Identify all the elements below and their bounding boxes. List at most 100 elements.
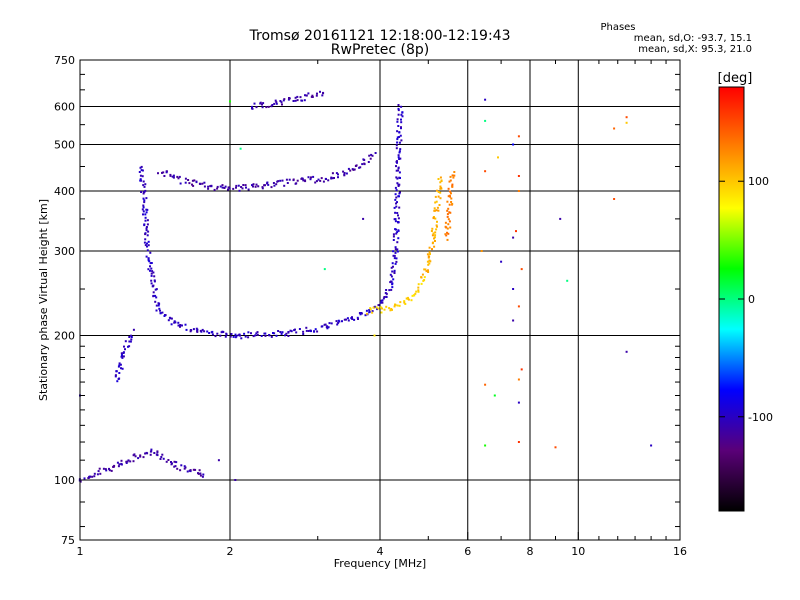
colorbar-ticks: 100 0 -100 bbox=[719, 175, 773, 424]
data-point bbox=[353, 168, 356, 171]
data-point bbox=[176, 467, 179, 470]
data-point bbox=[512, 319, 515, 322]
data-point bbox=[244, 184, 247, 187]
data-point bbox=[180, 464, 183, 467]
data-point bbox=[198, 469, 201, 472]
data-point bbox=[390, 266, 393, 269]
data-point bbox=[177, 321, 180, 324]
data-point bbox=[435, 228, 438, 231]
data-point bbox=[196, 328, 199, 331]
phases-o-line: mean, sd,O: -93.7, 15.1 bbox=[633, 33, 752, 44]
x-axis-ticks: 1 2 4 6 8 10 16 bbox=[77, 60, 687, 558]
data-point bbox=[437, 209, 440, 212]
data-point bbox=[171, 175, 174, 178]
data-point bbox=[436, 206, 439, 209]
data-point bbox=[161, 171, 163, 174]
data-point bbox=[452, 176, 455, 179]
chart-title: Tromsø 20161121 12:18:00-12:19:43 bbox=[249, 28, 511, 44]
data-point bbox=[157, 172, 159, 175]
data-point bbox=[142, 213, 144, 216]
data-point bbox=[431, 234, 434, 237]
data-point bbox=[139, 455, 142, 458]
data-point bbox=[188, 469, 191, 472]
data-point bbox=[273, 332, 276, 335]
data-point bbox=[307, 330, 310, 332]
phases-heading: Phases bbox=[600, 22, 636, 33]
x-axis-label: Frequency [MHz] bbox=[334, 557, 426, 570]
chart-subtitle: RwPretec (8p) bbox=[330, 42, 430, 58]
data-point bbox=[186, 470, 189, 473]
data-point bbox=[150, 262, 153, 264]
data-point bbox=[392, 265, 394, 268]
data-point bbox=[301, 99, 304, 102]
data-point bbox=[296, 95, 299, 98]
data-point bbox=[403, 301, 406, 304]
data-point bbox=[369, 307, 372, 310]
data-point bbox=[173, 465, 176, 468]
data-point bbox=[147, 258, 150, 260]
data-point bbox=[394, 211, 397, 214]
data-point bbox=[313, 330, 315, 333]
data-point bbox=[270, 335, 273, 338]
data-point bbox=[397, 156, 400, 159]
data-point bbox=[447, 195, 450, 198]
data-point bbox=[281, 331, 284, 334]
data-point bbox=[393, 206, 396, 209]
data-point bbox=[270, 186, 273, 189]
data-point bbox=[162, 457, 165, 460]
data-point bbox=[134, 455, 137, 458]
data-point bbox=[264, 184, 266, 187]
data-point bbox=[394, 218, 397, 221]
data-point bbox=[143, 224, 146, 227]
data-point bbox=[115, 370, 118, 373]
data-point bbox=[96, 473, 99, 476]
data-point bbox=[396, 241, 399, 244]
data-point bbox=[367, 161, 370, 163]
data-point bbox=[267, 183, 270, 186]
data-point bbox=[141, 208, 144, 211]
data-point bbox=[155, 288, 158, 291]
data-point bbox=[209, 185, 212, 188]
data-point bbox=[170, 461, 172, 463]
data-point bbox=[448, 220, 451, 223]
data-point bbox=[453, 171, 456, 173]
data-point bbox=[227, 186, 230, 189]
data-point bbox=[237, 184, 240, 187]
data-point bbox=[179, 469, 182, 472]
data-point bbox=[147, 268, 150, 271]
data-point bbox=[229, 335, 232, 338]
data-point bbox=[520, 368, 523, 371]
data-point bbox=[173, 460, 176, 463]
data-point bbox=[394, 251, 397, 254]
data-point bbox=[484, 98, 487, 101]
data-point bbox=[439, 191, 442, 194]
x-tick-label: 1 bbox=[77, 545, 84, 558]
data-point bbox=[171, 462, 173, 465]
data-point bbox=[383, 296, 386, 298]
data-point bbox=[201, 182, 204, 185]
data-point bbox=[517, 441, 520, 443]
data-point bbox=[395, 176, 398, 179]
data-point bbox=[143, 241, 146, 244]
data-point bbox=[130, 334, 132, 337]
data-point bbox=[395, 144, 398, 147]
data-point bbox=[434, 231, 437, 234]
data-point bbox=[283, 98, 286, 101]
data-point bbox=[566, 279, 569, 282]
data-point bbox=[146, 219, 149, 222]
data-point bbox=[225, 333, 228, 336]
colorbar-tick-label: -100 bbox=[748, 411, 773, 424]
data-point bbox=[394, 262, 397, 265]
data-point bbox=[296, 179, 299, 182]
data-point bbox=[450, 192, 452, 195]
data-point bbox=[449, 175, 452, 178]
data-point bbox=[398, 195, 400, 198]
data-point bbox=[422, 279, 425, 282]
data-point bbox=[118, 463, 121, 466]
data-point bbox=[124, 340, 127, 343]
data-point bbox=[151, 270, 154, 273]
data-point bbox=[364, 314, 367, 317]
data-point bbox=[453, 174, 456, 177]
data-point bbox=[417, 289, 420, 292]
data-point bbox=[432, 241, 434, 244]
